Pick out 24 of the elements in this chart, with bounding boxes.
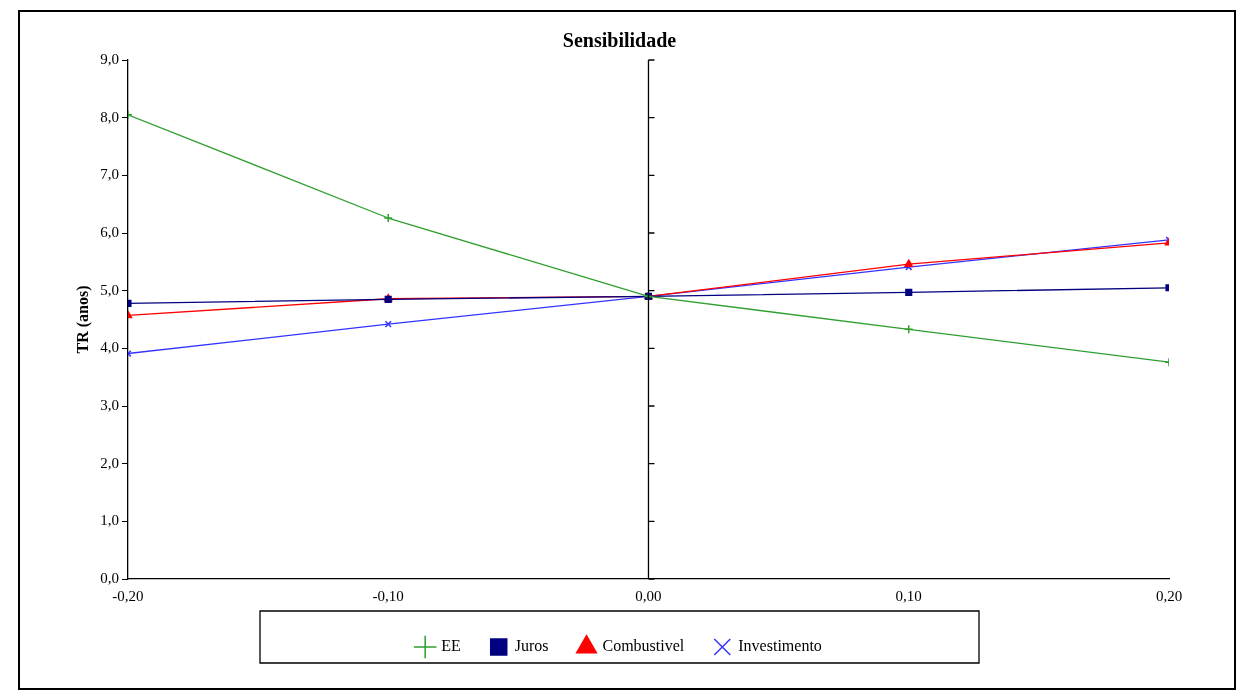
y-tick-label: 0,0 xyxy=(100,569,119,586)
chart-title: Sensibilidade xyxy=(562,29,677,52)
legend-label: Combustivel xyxy=(602,637,685,655)
x-tick-label: -0,10 xyxy=(372,587,404,604)
x-tick-label: 0,10 xyxy=(895,587,922,604)
y-tick-label: 7,0 xyxy=(100,166,119,183)
x-tick-label: -0,20 xyxy=(112,587,144,604)
y-tick-label: 4,0 xyxy=(100,339,119,356)
y-tick-label: 1,0 xyxy=(100,512,119,529)
y-tick-label: 5,0 xyxy=(100,281,119,298)
point xyxy=(905,288,913,296)
y-tick-label: 2,0 xyxy=(100,454,119,471)
y-tick-label: 3,0 xyxy=(100,396,119,413)
point xyxy=(904,259,913,267)
y-axis-title: TR (anos) xyxy=(73,285,92,354)
y-tick-label: 6,0 xyxy=(100,223,119,240)
legend-label: Investimento xyxy=(738,637,822,655)
legend-label: EE xyxy=(441,637,461,655)
y-tick-label: 8,0 xyxy=(100,108,119,125)
x-tick-label: 0,20 xyxy=(1155,587,1183,604)
point xyxy=(383,213,393,223)
x-tick-label: 0,00 xyxy=(635,587,662,604)
y-tick-label: 9,0 xyxy=(100,50,119,67)
legend-label: Juros xyxy=(514,637,549,655)
